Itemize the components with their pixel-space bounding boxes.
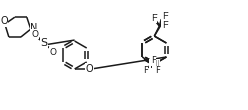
Text: F: F [151, 14, 156, 23]
Text: F: F [163, 21, 168, 30]
Text: N: N [150, 60, 157, 70]
Text: O: O [31, 30, 38, 39]
Text: F: F [162, 12, 167, 21]
Text: O: O [86, 64, 93, 74]
Text: N: N [30, 23, 37, 33]
Text: O: O [49, 48, 56, 57]
Text: F: F [155, 66, 160, 75]
Text: S: S [40, 38, 47, 48]
Text: F: F [162, 21, 167, 30]
Text: O: O [0, 16, 8, 26]
Text: F: F [152, 14, 157, 23]
Text: F: F [143, 66, 148, 75]
Text: F: F [163, 12, 168, 21]
Text: F: F [151, 56, 156, 65]
Text: N: N [152, 60, 159, 70]
